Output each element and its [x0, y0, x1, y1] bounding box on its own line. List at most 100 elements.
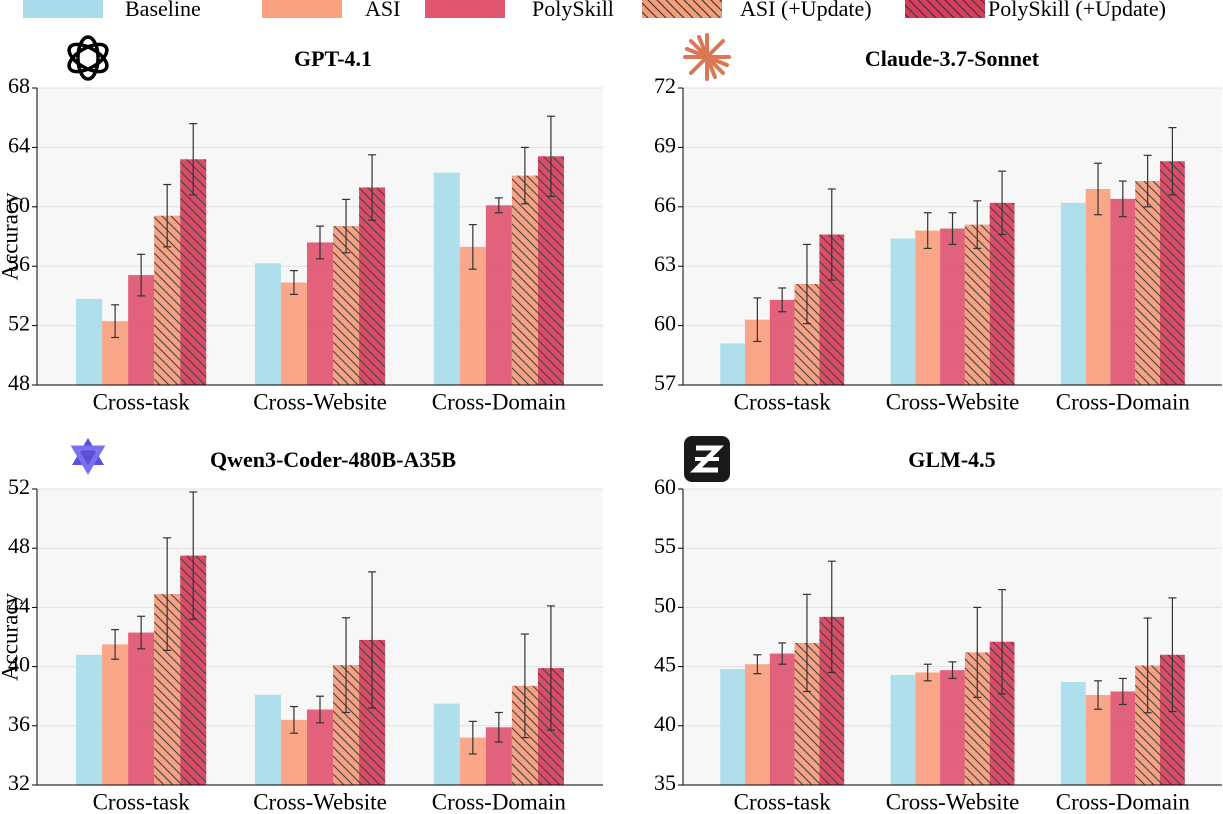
bar: [1085, 695, 1111, 785]
bar: [915, 672, 941, 785]
x-tick-label: Cross-task: [93, 389, 191, 414]
subplot: 32 36 40 44 48 52 Qwen3-Coder-480B-A35B Accurac…: [0, 447, 603, 814]
error-bar: [827, 560, 836, 674]
y-tick-label: 57: [654, 370, 676, 395]
subplot: 48 52 56 60 64 68 GPT-4.1 Accuracy Cross-task Cro…: [0, 46, 603, 414]
error-bar: [546, 115, 555, 198]
bar: [940, 228, 965, 385]
error-bar: [802, 243, 811, 325]
error-bar: [948, 212, 957, 246]
error-bar: [316, 695, 324, 724]
chart-title: Qwen3-Coder-480B-A35B: [210, 447, 456, 472]
error-bar: [137, 253, 146, 297]
x-tick-label: Cross-task: [93, 789, 191, 814]
legend-label: PolySkill: [532, 0, 614, 21]
y-tick-label: 56: [8, 251, 30, 276]
error-bar: [998, 589, 1007, 695]
bar: [769, 653, 795, 785]
y-tick-label: 52: [8, 311, 30, 336]
bar: [511, 175, 538, 385]
error-bar: [827, 188, 836, 281]
zhipu-icon: [684, 436, 730, 482]
error-bar: [1168, 597, 1177, 713]
bar: [280, 282, 307, 385]
legend-swatch: [23, 0, 103, 18]
error-bar: [973, 200, 982, 249]
x-tick-label: Cross-Domain: [432, 789, 567, 814]
bar: [180, 159, 207, 385]
error-bar: [948, 661, 957, 680]
bar: [1060, 681, 1086, 785]
bar: [485, 205, 512, 385]
y-tick-label: 50: [654, 592, 676, 617]
chart-title: GLM-4.5: [908, 447, 995, 472]
error-bar: [368, 571, 377, 709]
error-bar: [546, 605, 555, 731]
bar: [254, 263, 281, 385]
error-bar: [520, 146, 529, 205]
legend-swatch: [262, 0, 342, 18]
bar: [1135, 181, 1161, 385]
legend-swatch: [905, 0, 985, 18]
y-tick-label: 32: [8, 770, 30, 795]
bar: [915, 230, 941, 385]
bar: [128, 632, 155, 785]
y-tick-label: 64: [8, 132, 30, 157]
bar: [433, 172, 460, 385]
bar: [76, 298, 103, 385]
openai-icon: [67, 35, 109, 81]
legend-label: Baseline: [125, 0, 201, 21]
y-tick-label: 35: [654, 770, 676, 795]
error-bar: [973, 606, 982, 698]
bar: [1060, 202, 1086, 385]
bar: [254, 694, 281, 785]
error-bar: [1094, 162, 1103, 216]
y-tick-label: 68: [8, 73, 30, 98]
bar: [720, 343, 745, 385]
error-bar: [778, 287, 787, 313]
bar: [744, 664, 770, 785]
error-bar: [163, 537, 172, 651]
error-bar: [342, 198, 351, 254]
error-bar: [368, 154, 377, 221]
legend-label: ASI (+Update): [740, 0, 872, 21]
y-tick-label: 36: [8, 711, 30, 736]
legend-swatch: [642, 0, 722, 18]
y-tick-label: 63: [654, 251, 676, 276]
bar: [102, 644, 129, 785]
error-bar: [468, 224, 477, 270]
error-bar: [802, 593, 811, 693]
bar: [890, 674, 916, 785]
error-bar: [111, 628, 120, 660]
qwen-icon: [70, 438, 106, 475]
legend-swatch: [425, 0, 505, 18]
claude-icon: [683, 33, 731, 81]
y-tick-label: 40: [654, 711, 676, 736]
error-bar: [189, 123, 198, 196]
bar: [306, 242, 334, 385]
error-bar: [998, 170, 1007, 236]
error-bar: [778, 642, 787, 665]
error-bar: [1168, 126, 1177, 196]
y-tick-label: 52: [8, 474, 30, 499]
y-tick-label: 60: [654, 311, 676, 336]
legend-label: ASI: [365, 0, 400, 21]
y-tick-label: 72: [654, 73, 676, 98]
error-bar: [1118, 180, 1127, 218]
error-bar: [111, 304, 120, 339]
error-bar: [137, 615, 146, 650]
error-bar: [1118, 677, 1127, 706]
y-tick-label: 69: [654, 132, 676, 157]
x-tick-label: Cross-Website: [886, 389, 1020, 414]
y-tick-label: 55: [654, 533, 676, 558]
x-tick-label: Cross-Domain: [432, 389, 567, 414]
error-bar: [1143, 617, 1152, 714]
error-bar: [289, 270, 298, 296]
bar: [1110, 691, 1136, 785]
error-bar: [494, 711, 503, 743]
bar: [940, 670, 965, 785]
bar: [76, 654, 103, 785]
bar: [1085, 188, 1111, 385]
error-bar: [316, 225, 324, 260]
